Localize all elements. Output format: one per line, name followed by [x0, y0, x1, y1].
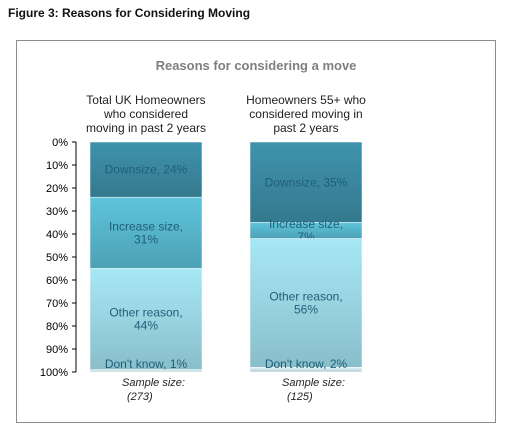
- y-tick-label: 70%: [46, 298, 68, 310]
- y-tick-label: 60%: [46, 275, 68, 287]
- figure-title: Figure 3: Reasons for Considering Moving: [8, 6, 251, 20]
- y-tick-label: 40%: [46, 229, 68, 241]
- data-label: Other reason,: [269, 290, 342, 304]
- data-label: 44%: [134, 319, 158, 333]
- y-tick-label: 100%: [40, 367, 68, 379]
- data-label: Don't know, 1%: [105, 357, 188, 371]
- bar-segment-other-reason: [89, 268, 203, 370]
- y-tick-label: 80%: [46, 321, 68, 333]
- data-label: 31%: [134, 232, 158, 246]
- bar-segment-other-reason: [249, 238, 363, 368]
- stacked-bar-chart: Reasons for considering a move 0% 10% 20% 30…: [40, 58, 366, 403]
- sample-size-value: (125): [287, 391, 313, 403]
- data-label: Downsize, 24%: [105, 163, 188, 177]
- category-label: considered moving in: [249, 107, 362, 121]
- category-label: moving in past 2 years: [86, 121, 206, 135]
- y-tick-label: 0%: [52, 137, 68, 149]
- data-label: Increase size,: [109, 219, 183, 233]
- bar-segment-don-t-know: [89, 369, 203, 373]
- y-tick-label: 20%: [46, 183, 68, 195]
- sample-size-label: Sample size:: [122, 377, 185, 389]
- bar-segment-don-t-know: [249, 367, 363, 373]
- data-label: Increase size,: [269, 217, 343, 231]
- y-tick-label: 10%: [46, 160, 68, 172]
- chart-frame: Reasons for considering a move 0% 10% 20% 30…: [16, 40, 496, 423]
- bar-segment-downsize: [89, 141, 203, 198]
- y-tick-label: 90%: [46, 344, 68, 356]
- y-tick-label: 30%: [46, 206, 68, 218]
- data-label: 56%: [294, 303, 318, 317]
- category-label: past 2 years: [273, 121, 338, 135]
- y-tick-label: 50%: [46, 252, 68, 264]
- sample-size-value: (273): [127, 391, 153, 403]
- data-label: Don't know, 2%: [265, 357, 348, 371]
- data-label: Downsize, 35%: [265, 175, 348, 189]
- bar-segment-downsize: [249, 141, 363, 223]
- data-label: Other reason,: [109, 306, 182, 320]
- sample-size-label: Sample size:: [282, 377, 345, 389]
- category-label: Total UK Homeowners: [86, 93, 205, 107]
- category-label: Homeowners 55+ who: [246, 93, 366, 107]
- category-label: who considered: [103, 107, 188, 121]
- chart-title: Reasons for considering a move: [156, 58, 357, 73]
- bar-segment-increase-size: [89, 196, 203, 269]
